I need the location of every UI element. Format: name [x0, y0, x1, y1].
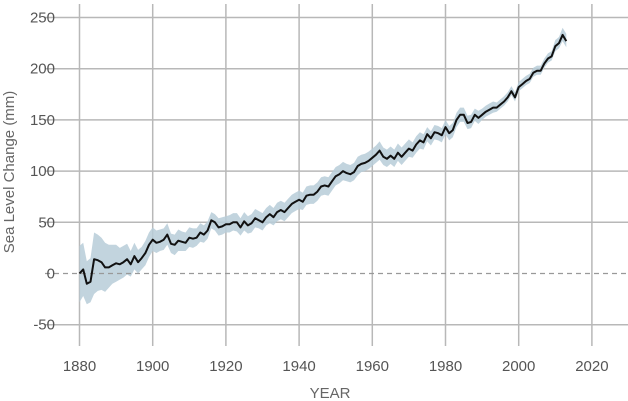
x-tick-label: 2020	[575, 358, 608, 375]
x-tick-label: 1900	[136, 358, 169, 375]
y-tick-label: 200	[30, 61, 55, 78]
x-tick-label: 1960	[356, 358, 389, 375]
y-tick-label: 100	[30, 163, 55, 180]
x-axis-title: YEAR	[310, 385, 351, 401]
y-axis-title: Sea Level Change (mm)	[1, 91, 18, 254]
y-tick-label: 50	[38, 214, 55, 231]
x-tick-label: 1940	[282, 358, 315, 375]
sea-level-line	[78, 33, 568, 285]
x-tick-label: 1980	[429, 358, 462, 375]
x-tick-label: 2000	[502, 358, 535, 375]
x-tick-label: 1880	[63, 358, 96, 375]
grid-lines	[45, 4, 628, 346]
y-tick-label: -50	[33, 317, 55, 334]
x-tick-label: 1920	[209, 358, 242, 375]
uncertainty-band	[79, 27, 567, 305]
x-tick-labels: 1880 1900 1920 1940 1960 1980 2000 2020	[63, 358, 609, 375]
y-tick-label: 0	[47, 266, 55, 283]
y-tick-labels: -50 0 50 100 150 200 250	[30, 10, 55, 334]
y-tick-label: 250	[30, 10, 55, 27]
y-tick-label: 150	[30, 112, 55, 129]
